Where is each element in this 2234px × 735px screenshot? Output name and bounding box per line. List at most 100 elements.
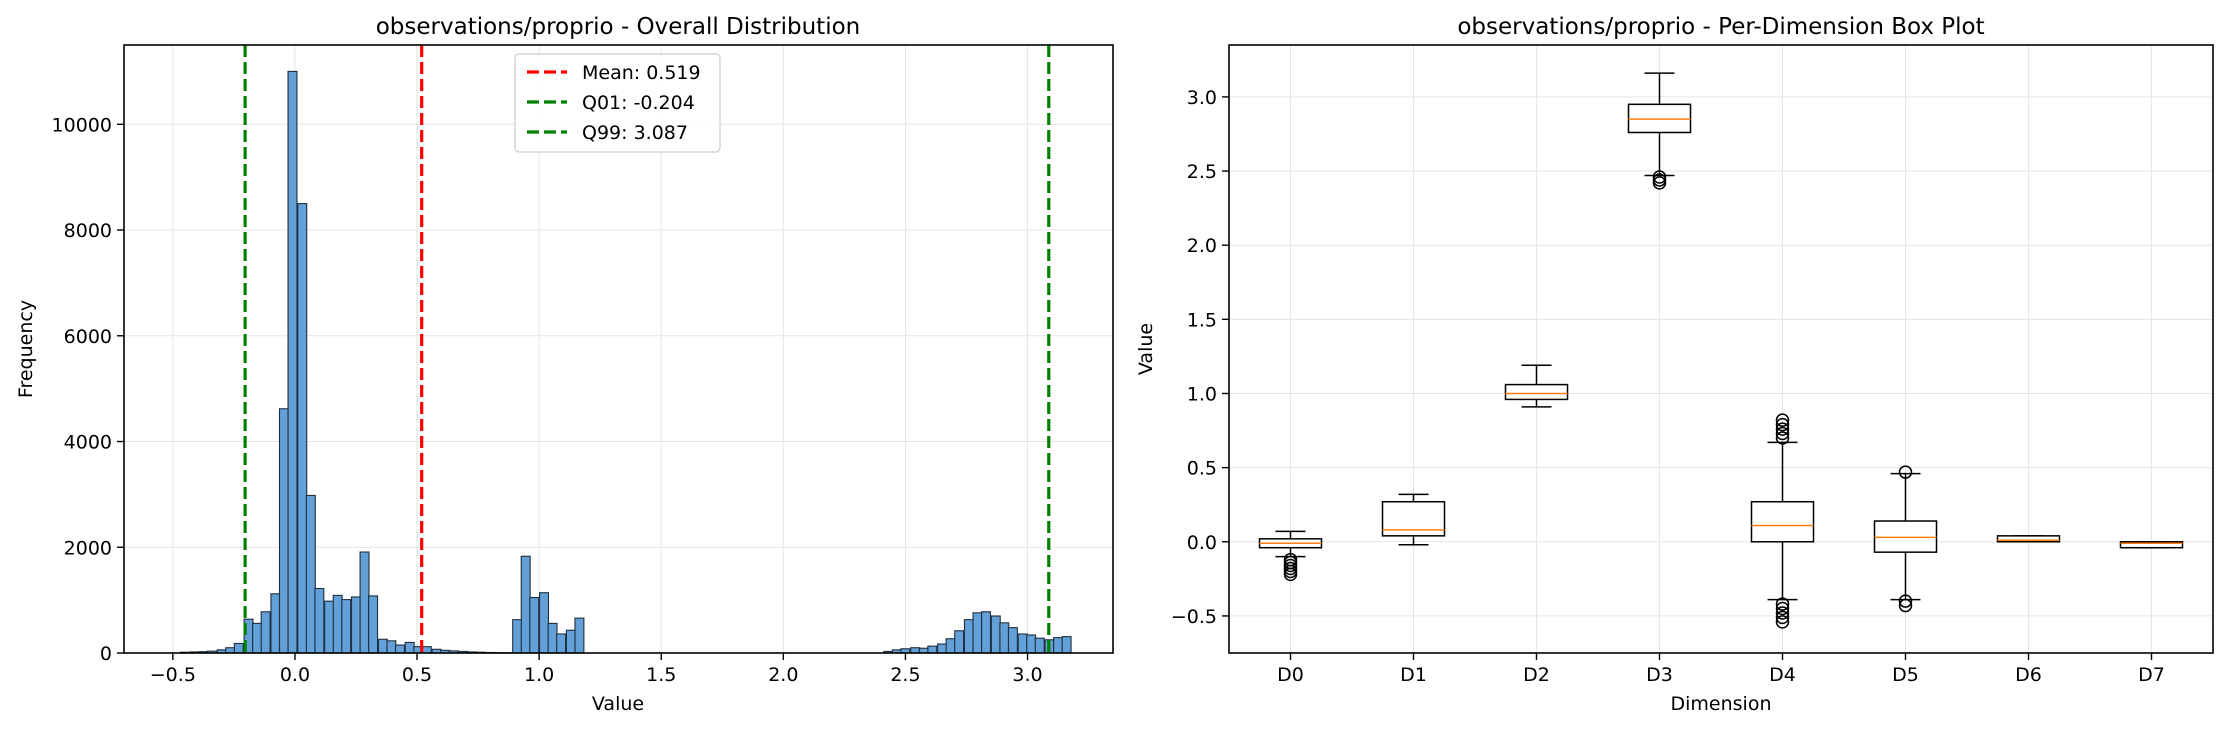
legend-entry: Q01: -0.204 [582, 92, 695, 114]
histogram-bar [315, 588, 324, 653]
histogram-bar [955, 631, 964, 653]
histogram-bar [938, 644, 947, 653]
histogram-y-tick-label: 0 [100, 643, 112, 665]
histogram-bar [360, 552, 369, 653]
box-iqr [1752, 502, 1814, 542]
histogram-x-tick-label: 3.0 [1012, 664, 1042, 686]
boxplot-x-tick-label: D0 [1277, 664, 1304, 686]
boxplot-y-tick-label: 2.0 [1187, 235, 1217, 257]
boxplot-y-ticks: −0.5 0.0 0.5 1.0 1.5 2.0 2.5 3.0 [1171, 87, 1229, 628]
boxplot-title: observations/proprio - Per-Dimension Box… [1457, 14, 1984, 40]
histogram-bar [513, 620, 522, 653]
histogram-bar [279, 409, 288, 653]
histogram-x-tick-label: 0.5 [402, 664, 432, 686]
histogram-bar [1018, 634, 1027, 653]
box-d5 [1875, 466, 1937, 611]
histogram-legend: Mean: 0.519 Q01: -0.204 Q99: 3.087 [515, 54, 720, 152]
histogram-bar [1062, 637, 1071, 653]
histogram-x-tick-label: 1.0 [524, 664, 554, 686]
histogram-bar [288, 71, 297, 653]
boxplot-x-tick-label: D5 [1892, 664, 1919, 686]
histogram-bar [964, 620, 973, 653]
box-d7 [2121, 542, 2183, 548]
boxplot-x-tick-label: D3 [1646, 664, 1673, 686]
boxplot-y-tick-label: 1.0 [1187, 383, 1217, 405]
boxplot-y-label: Value [1135, 323, 1157, 375]
histogram-title: observations/proprio - Overall Distribut… [376, 14, 861, 40]
histogram-y-ticks: 0 2000 4000 6000 8000 10000 [52, 114, 124, 665]
histogram-bar [928, 646, 937, 653]
histogram-x-tick-label: 2.5 [890, 664, 920, 686]
boxplot-boxes [1260, 73, 2183, 628]
box-iqr [1506, 385, 1568, 400]
histogram-bar [1008, 628, 1017, 653]
boxplot-axes-frame [1229, 45, 2213, 653]
histogram-bar [1035, 638, 1044, 653]
boxplot-x-tick-label: D6 [2015, 664, 2042, 686]
boxplot-y-tick-label: 3.0 [1187, 87, 1217, 109]
histogram-bar [378, 639, 387, 653]
histogram-bar [369, 596, 378, 653]
box-d3 [1629, 73, 1691, 189]
histogram-bar [1027, 635, 1036, 653]
histogram-bar [982, 612, 991, 653]
histogram-x-tick-label: 0.0 [280, 664, 310, 686]
box-d4 [1752, 414, 1814, 628]
histogram-bar [566, 630, 575, 653]
histogram-bar [1000, 623, 1009, 653]
histogram-bar [333, 595, 342, 653]
histogram-y-tick-label: 4000 [64, 432, 112, 454]
boxplot-y-tick-label: 2.5 [1187, 161, 1217, 183]
histogram-bar [991, 616, 1000, 653]
boxplot-x-tick-label: D2 [1523, 664, 1550, 686]
boxplot-x-label: Dimension [1671, 693, 1772, 715]
histogram-bar [387, 641, 396, 653]
histogram-bar [395, 645, 404, 653]
histogram-bar [261, 612, 270, 653]
boxplot-x-tick-label: D1 [1400, 664, 1427, 686]
histogram-x-tick-label: 1.5 [646, 664, 676, 686]
histogram-bar [298, 204, 307, 653]
histogram-bar [530, 597, 539, 653]
histogram-bar [575, 618, 584, 653]
box-d1 [1383, 494, 1445, 544]
histogram-y-tick-label: 6000 [64, 326, 112, 348]
box-d2 [1506, 365, 1568, 407]
histogram-y-label: Frequency [15, 300, 37, 398]
histogram-bar [557, 634, 566, 653]
boxplot-y-tick-label: −0.5 [1171, 606, 1217, 628]
histogram-bars [181, 71, 1071, 653]
histogram-y-tick-label: 10000 [52, 114, 112, 136]
box-d6 [1998, 536, 2060, 542]
boxplot-y-tick-label: 0.0 [1187, 532, 1217, 554]
histogram-bar [521, 556, 530, 653]
boxplot-x-tick-label: D4 [1769, 664, 1796, 686]
histogram-y-tick-label: 2000 [64, 537, 112, 559]
histogram-y-tick-label: 8000 [64, 220, 112, 242]
histogram-bar [540, 593, 549, 653]
legend-entry: Mean: 0.519 [582, 62, 701, 84]
histogram-bar [1054, 638, 1063, 653]
histogram-bar [342, 600, 351, 653]
histogram-bar [422, 647, 431, 653]
histogram-bar [325, 601, 334, 653]
histogram-x-label: Value [592, 693, 644, 715]
box-iqr [1383, 502, 1445, 536]
boxplot-y-tick-label: 1.5 [1187, 309, 1217, 331]
histogram-bar [352, 597, 361, 653]
histogram-x-tick-label: 2.0 [768, 664, 798, 686]
histogram-bar [405, 642, 414, 653]
boxplot-y-tick-label: 0.5 [1187, 458, 1217, 480]
histogram-bar [946, 639, 955, 653]
histogram-bar [234, 643, 243, 653]
legend-entry: Q99: 3.087 [582, 122, 688, 144]
histogram-bar [253, 623, 262, 653]
histogram-bar [306, 495, 315, 653]
histogram-bar [548, 623, 557, 653]
boxplot-grid [1229, 45, 2213, 653]
